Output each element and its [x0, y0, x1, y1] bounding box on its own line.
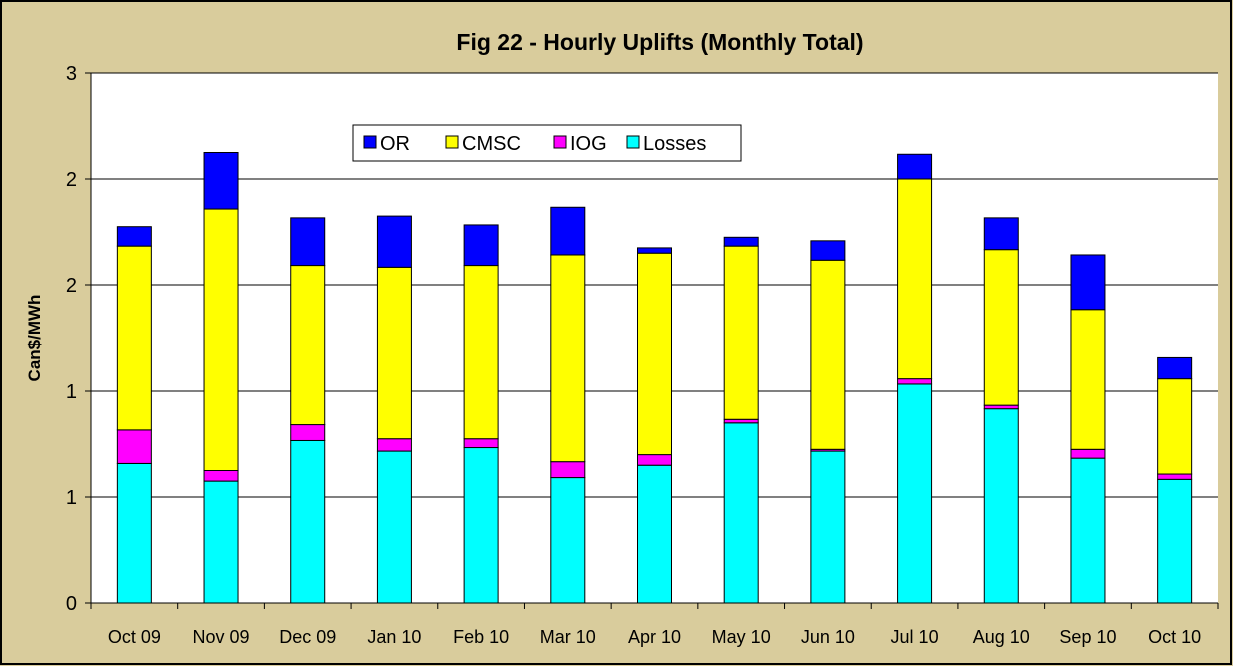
chart-title: Fig 22 - Hourly Uplifts (Monthly Total): [456, 29, 863, 55]
bar-segment: [637, 247, 672, 254]
bar-segment: [203, 152, 239, 210]
legend-label: Losses: [643, 133, 706, 155]
y-tick-label: 1: [66, 381, 77, 403]
bar-segment: [1157, 356, 1193, 380]
bar-segment: [723, 245, 759, 420]
bar-segment: [203, 470, 239, 482]
x-tick-label: Jul 10: [891, 627, 939, 647]
bar-segment: [810, 450, 846, 604]
y-tick-label: 3: [66, 63, 77, 85]
x-tick-label: Jan 10: [367, 627, 421, 647]
bar-segment: [376, 450, 412, 604]
bar-segment: [983, 404, 1019, 410]
bar-segment: [463, 224, 499, 267]
bar-segment: [1157, 378, 1193, 475]
bar-segment: [463, 447, 499, 604]
y-axis-label: Can$/MWh: [25, 295, 44, 382]
bar-segment: [550, 461, 586, 479]
legend-swatch: [445, 135, 459, 149]
bar-segment: [637, 252, 672, 456]
x-tick-label: Dec 09: [279, 627, 336, 647]
bar-segment: [116, 226, 152, 247]
bar-segment: [1070, 254, 1106, 311]
x-tick-label: Feb 10: [453, 627, 509, 647]
bar-segment: [637, 464, 672, 604]
bar-segment: [376, 266, 412, 440]
bar-segment: [983, 217, 1019, 251]
x-tick-label: Aug 10: [973, 627, 1030, 647]
bar-segment: [897, 153, 933, 180]
bar-segment: [1157, 473, 1193, 480]
bar-segment: [723, 236, 759, 247]
bar-segment: [550, 477, 586, 604]
bar-segment: [897, 378, 933, 385]
bar-segment: [897, 178, 933, 380]
x-tick-label: Sep 10: [1059, 627, 1116, 647]
bar-segment: [290, 265, 326, 426]
bar-segment: [1070, 457, 1106, 604]
legend-box: [352, 124, 742, 162]
x-tick-label: Mar 10: [540, 627, 596, 647]
x-tick-label: Oct 10: [1148, 627, 1201, 647]
bar-segment: [550, 254, 586, 463]
y-tick-label: 2: [66, 275, 77, 297]
x-tick-label: May 10: [712, 627, 771, 647]
bar-segment: [290, 217, 326, 267]
x-tick-label: Oct 09: [108, 627, 161, 647]
y-tick-label: 0: [66, 593, 77, 615]
bar-segment: [463, 438, 499, 449]
bar-segment: [203, 480, 239, 604]
y-tick-label: 1: [66, 487, 77, 509]
bar-segment: [376, 215, 412, 268]
bar-segment: [983, 408, 1019, 604]
x-tick-label: Jun 10: [801, 627, 855, 647]
bar-segment: [290, 439, 326, 604]
legend-label: IOG: [570, 133, 607, 155]
legend-swatch: [553, 135, 567, 149]
bar-segment: [550, 206, 586, 256]
bar-segment: [1070, 309, 1106, 450]
legend-label: OR: [380, 133, 410, 155]
bar-segment: [290, 424, 326, 441]
x-tick-label: Nov 09: [193, 627, 250, 647]
bar-segment: [810, 240, 846, 261]
bar-segment: [376, 438, 412, 452]
bar-segment: [897, 383, 933, 604]
bar-segment: [723, 418, 759, 424]
bar-segment: [810, 259, 846, 450]
bar-segment: [723, 422, 759, 604]
bar-segment: [116, 462, 152, 604]
bar-segment: [116, 245, 152, 431]
x-tick-label: Apr 10: [628, 627, 681, 647]
bar-segment: [1157, 478, 1193, 604]
bar-segment: [1070, 448, 1106, 459]
bar-segment: [637, 454, 672, 466]
bar-segment: [116, 429, 152, 464]
legend-swatch: [626, 135, 640, 149]
bar-segment: [983, 249, 1019, 406]
bar-segment: [463, 265, 499, 440]
legend-label: CMSC: [462, 133, 521, 155]
y-tick-label: 2: [66, 169, 77, 191]
legend-swatch: [363, 135, 377, 149]
bar-segment: [203, 208, 239, 472]
